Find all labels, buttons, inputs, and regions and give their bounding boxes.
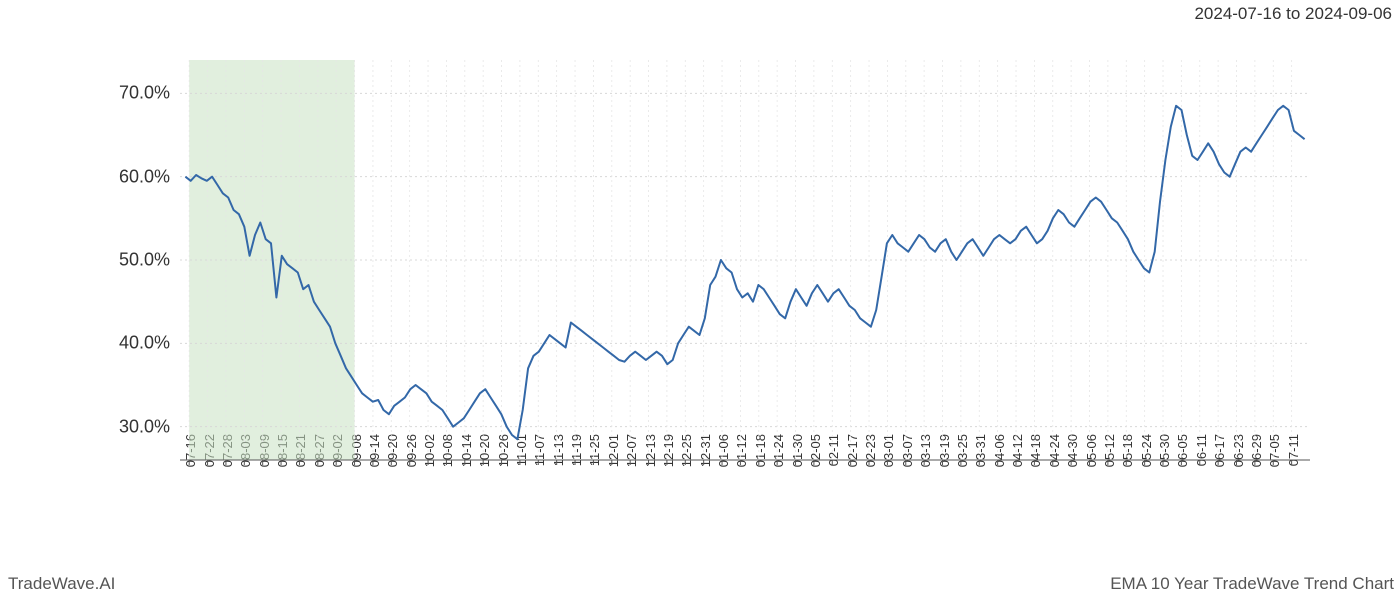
footer-title: EMA 10 Year TradeWave Trend Chart: [1110, 574, 1394, 594]
line-chart: [0, 0, 1400, 600]
footer-brand: TradeWave.AI: [8, 574, 115, 594]
chart-container: 2024-07-16 to 2024-09-06 30.0%40.0%50.0%…: [0, 0, 1400, 600]
